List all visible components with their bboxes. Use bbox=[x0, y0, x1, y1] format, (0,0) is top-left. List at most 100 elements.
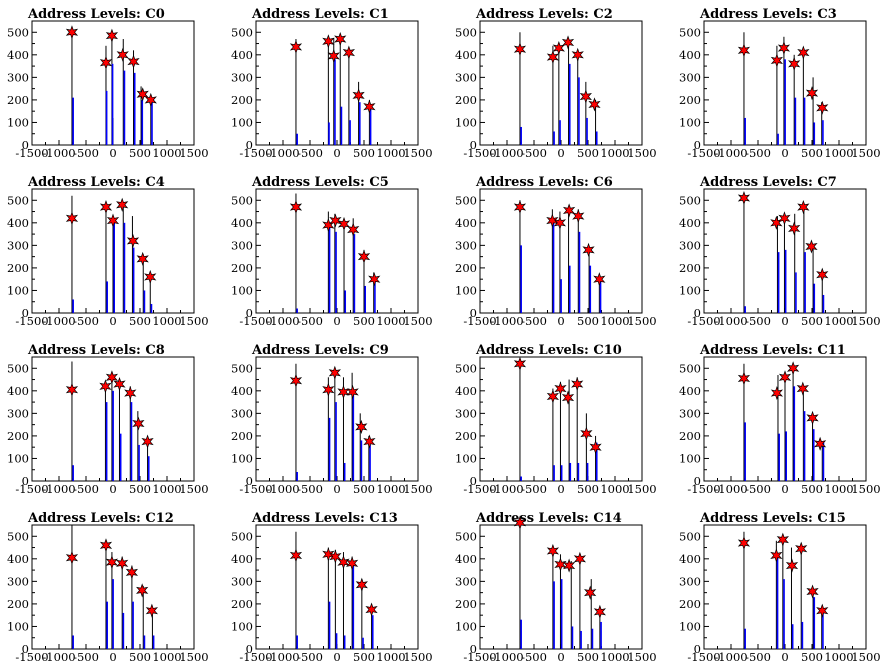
star-marker bbox=[65, 25, 79, 40]
panel-title: Address Levels: C11 bbox=[699, 343, 846, 358]
x-tick-label: 500 bbox=[801, 314, 823, 328]
star-marker bbox=[816, 603, 829, 618]
star-marker bbox=[363, 99, 376, 114]
x-tick-label: 0 bbox=[333, 482, 340, 496]
star-marker bbox=[99, 199, 113, 215]
x-tick-label: 1000 bbox=[600, 314, 629, 328]
x-tick-label: 0 bbox=[109, 650, 116, 664]
star-marker bbox=[346, 384, 359, 400]
star-marker bbox=[116, 197, 129, 212]
star-marker bbox=[513, 515, 527, 530]
y-tick-label: 300 bbox=[231, 406, 253, 420]
y-tick-label: 200 bbox=[679, 93, 701, 107]
star-marker bbox=[806, 584, 819, 599]
x-tick-label: 0 bbox=[109, 314, 116, 328]
x-tick-label: 0 bbox=[557, 146, 564, 160]
y-tick-label: 300 bbox=[7, 574, 29, 588]
y-tick-label: 0 bbox=[246, 642, 253, 656]
star-marker bbox=[584, 585, 597, 600]
x-tick-label: 0 bbox=[333, 146, 340, 160]
star-marker bbox=[797, 45, 810, 60]
star-marker bbox=[105, 370, 119, 385]
x-tick-label: -500 bbox=[745, 482, 771, 496]
y-tick-label: 100 bbox=[7, 115, 29, 129]
star-marker bbox=[337, 384, 350, 400]
x-tick-label: -500 bbox=[73, 650, 99, 664]
star-marker bbox=[368, 272, 381, 287]
x-tick-label: -500 bbox=[73, 314, 99, 328]
x-tick-label: -1500 bbox=[15, 482, 48, 496]
x-tick-label: 0 bbox=[557, 314, 564, 328]
y-tick-label: 200 bbox=[7, 93, 29, 107]
y-tick-label: 500 bbox=[455, 193, 477, 207]
y-tick-label: 100 bbox=[679, 115, 701, 129]
y-tick-label: 100 bbox=[455, 283, 477, 297]
x-tick-label: 1500 bbox=[179, 482, 208, 496]
panel-c3: Address Levels: C30100200300400500-1500-… bbox=[679, 7, 881, 160]
star-marker bbox=[124, 386, 137, 401]
star-marker bbox=[105, 28, 119, 43]
x-tick-label: 500 bbox=[801, 650, 823, 664]
star-marker bbox=[289, 548, 303, 563]
x-tick-label: -1000 bbox=[490, 650, 523, 664]
panel-c14: Address Levels: C14 0 100 200 300 400 500 -1500… bbox=[455, 511, 657, 664]
y-tick-label: 100 bbox=[7, 619, 29, 633]
star-marker bbox=[546, 50, 560, 65]
x-tick-label: -500 bbox=[521, 482, 547, 496]
x-tick-label: 500 bbox=[129, 314, 151, 328]
star-marker bbox=[352, 88, 365, 103]
y-tick-label: 200 bbox=[679, 597, 701, 611]
star-marker bbox=[770, 53, 784, 68]
x-tick-label: 1000 bbox=[600, 146, 629, 160]
y-tick-label: 0 bbox=[470, 306, 477, 320]
x-tick-label: -500 bbox=[745, 650, 771, 664]
x-tick-label: -500 bbox=[297, 482, 323, 496]
panel-title: Address Levels: C4 bbox=[27, 175, 165, 190]
x-tick-label: 1000 bbox=[600, 650, 629, 664]
star-marker bbox=[65, 382, 79, 397]
y-tick-label: 400 bbox=[679, 384, 701, 398]
x-tick-label: 1500 bbox=[403, 482, 432, 496]
star-marker bbox=[778, 370, 792, 385]
y-tick-label: 400 bbox=[455, 552, 477, 566]
x-tick-label: 1000 bbox=[600, 482, 629, 496]
x-tick-label: 1000 bbox=[376, 314, 405, 328]
x-tick-label: -1000 bbox=[714, 314, 747, 328]
star-marker bbox=[328, 365, 341, 380]
star-marker bbox=[113, 376, 126, 392]
star-marker bbox=[737, 371, 751, 386]
x-tick-label: 1500 bbox=[851, 146, 880, 160]
y-tick-label: 500 bbox=[679, 193, 701, 207]
plot-frame bbox=[479, 20, 643, 146]
panel-c4: Address Levels: C40100200300400500-1500-… bbox=[7, 175, 209, 328]
panel-c12: Address Levels: C12 0 100 200 300 400 500 -1500… bbox=[7, 511, 209, 664]
y-tick-label: 400 bbox=[455, 384, 477, 398]
star-marker bbox=[144, 92, 157, 107]
star-marker bbox=[355, 577, 368, 592]
star-marker bbox=[127, 54, 140, 69]
y-tick-label: 400 bbox=[7, 216, 29, 230]
y-tick-label: 200 bbox=[679, 429, 701, 443]
panel-title: Address Levels: C13 bbox=[251, 511, 398, 526]
star-marker bbox=[582, 242, 595, 257]
x-tick-label: 1500 bbox=[627, 482, 656, 496]
x-tick-label: -500 bbox=[297, 314, 323, 328]
y-tick-label: 100 bbox=[231, 115, 253, 129]
star-marker bbox=[106, 213, 120, 228]
star-marker bbox=[796, 381, 809, 396]
star-marker bbox=[546, 213, 559, 228]
y-tick-label: 500 bbox=[231, 25, 253, 39]
x-tick-label: 0 bbox=[781, 650, 788, 664]
star-marker bbox=[579, 89, 592, 104]
star-marker bbox=[776, 532, 789, 547]
y-tick-label: 0 bbox=[694, 306, 701, 320]
plot-frame bbox=[255, 524, 419, 650]
panel-c15: Address Levels: C15 0 100 200 300 400 500 -1500… bbox=[679, 511, 881, 664]
x-tick-label: 500 bbox=[353, 314, 375, 328]
x-tick-label: 500 bbox=[577, 314, 599, 328]
y-tick-label: 400 bbox=[231, 48, 253, 62]
x-tick-label: 1500 bbox=[851, 314, 880, 328]
star-marker bbox=[816, 267, 829, 282]
x-tick-label: -1000 bbox=[42, 650, 75, 664]
star-marker bbox=[737, 535, 751, 551]
